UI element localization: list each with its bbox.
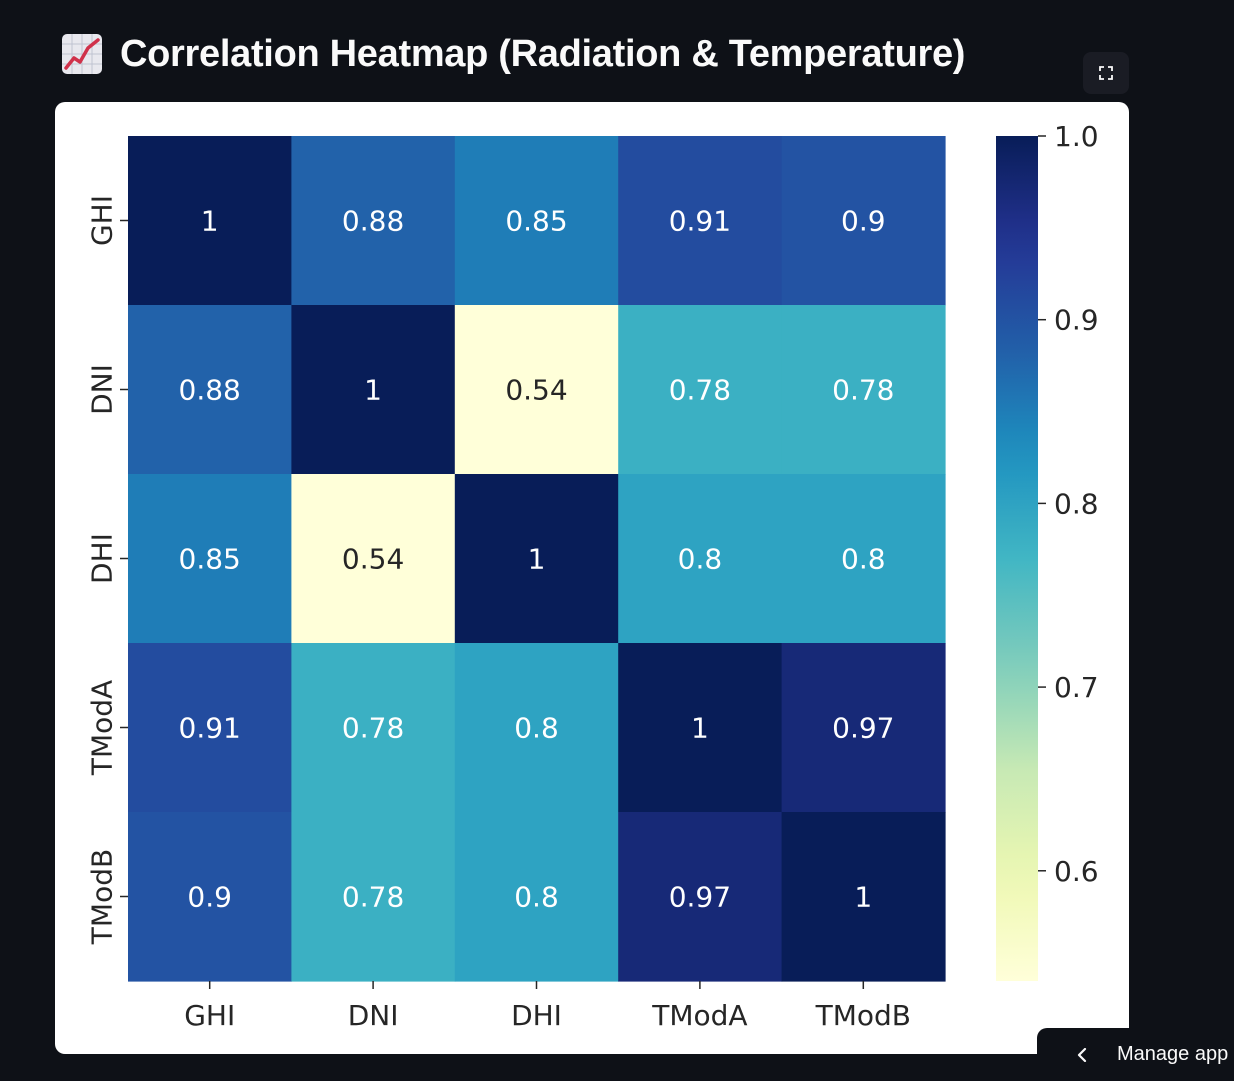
cell-value-label: 0.9 — [841, 205, 886, 238]
heatmap-cell — [454, 643, 619, 813]
chart-increasing-icon — [62, 34, 102, 74]
cell-value-label: 0.8 — [841, 543, 886, 576]
cell-value-label: 0.97 — [669, 881, 731, 914]
cell-value-label: 1 — [364, 374, 382, 407]
cell-value-label: 0.8 — [514, 881, 559, 914]
cell-value-label: 1 — [528, 543, 546, 576]
heatmap-cell — [291, 136, 456, 306]
heatmap-cell — [781, 474, 946, 644]
colorbar-tick-label: 0.6 — [1054, 855, 1099, 888]
y-tick-label: DNI — [86, 364, 119, 415]
page-title: Correlation Heatmap (Radiation & Tempera… — [120, 32, 966, 75]
heatmap-cell — [781, 305, 946, 475]
colorbar-tick-label: 0.9 — [1054, 304, 1099, 337]
cell-value-label: 0.85 — [179, 543, 241, 576]
heatmap-cell — [128, 474, 292, 644]
heatmap-cell — [454, 812, 619, 982]
x-tick-label: DHI — [511, 999, 562, 1032]
colorbar-tick-label: 0.7 — [1054, 671, 1099, 704]
cell-value-label: 0.78 — [342, 881, 404, 914]
heatmap-cell — [618, 812, 783, 982]
heatmap-cell — [781, 136, 946, 306]
heatmap-cell — [454, 136, 619, 306]
correlation-heatmap: 1 0.88 0.85 0.91 0.90.88 1 0.54 0.78 0.780.85 0.5… — [86, 120, 1099, 1032]
cell-value-label: 0.91 — [669, 205, 731, 238]
cell-value-label: 1 — [201, 205, 219, 238]
cell-value-label: 0.8 — [514, 712, 559, 745]
cell-value-label: 0.9 — [187, 881, 232, 914]
manage-app-button[interactable]: Manage app — [1037, 1028, 1234, 1081]
y-tick-label: TModA — [86, 680, 119, 776]
cell-value-label: 0.54 — [342, 543, 404, 576]
cell-value-label: 0.85 — [505, 205, 567, 238]
cell-value-label: 0.97 — [832, 712, 894, 745]
y-tick-label: GHI — [86, 195, 119, 246]
x-tick-label: GHI — [184, 999, 235, 1032]
heatmap-cell — [454, 474, 619, 644]
heatmap-cell — [781, 812, 946, 982]
cell-value-label: 0.78 — [342, 712, 404, 745]
cell-value-label: 0.91 — [179, 712, 241, 745]
heatmap-cell — [128, 812, 292, 982]
fullscreen-button[interactable] — [1083, 52, 1129, 94]
heatmap-cell — [618, 136, 783, 306]
heatmap-cell — [128, 305, 292, 475]
manage-app-label: Manage app — [1117, 1043, 1229, 1065]
y-tick-label: TModB — [86, 849, 119, 945]
heatmap-cell — [618, 643, 783, 813]
heatmap-cell — [291, 305, 456, 475]
heatmap-cell — [291, 643, 456, 813]
heatmap-cell — [291, 474, 456, 644]
heatmap-cell — [128, 136, 292, 306]
cell-value-label: 0.78 — [669, 374, 731, 407]
cell-value-label: 1 — [854, 881, 872, 914]
cell-value-label: 1 — [691, 712, 709, 745]
heatmap-cell — [128, 643, 292, 813]
colorbar-tick-label: 1.0 — [1054, 120, 1099, 153]
cell-value-label: 0.88 — [179, 374, 241, 407]
cell-value-label: 0.78 — [832, 374, 894, 407]
cell-value-label: 0.54 — [505, 374, 567, 407]
heatmap-chart-card: 1 0.88 0.85 0.91 0.9 0.88 1 0.54 0.78 0.78 0.85 0.5… — [55, 102, 1129, 1054]
heatmap-cell — [781, 643, 946, 813]
fullscreen-icon — [1099, 66, 1113, 80]
heatmap-cell — [618, 305, 783, 475]
cell-value-label: 0.88 — [342, 205, 404, 238]
y-tick-label: DHI — [86, 533, 119, 584]
heatmap-cell — [291, 812, 456, 982]
x-tick-label: TModB — [815, 999, 911, 1032]
colorbar — [996, 136, 1038, 981]
heatmap-cell — [454, 305, 619, 475]
heatmap-cell — [618, 474, 783, 644]
x-tick-label: TModA — [651, 999, 747, 1032]
colorbar-tick-label: 0.8 — [1054, 487, 1099, 520]
cell-value-label: 0.8 — [678, 543, 723, 576]
page-header: Correlation Heatmap (Radiation & Tempera… — [60, 28, 965, 80]
chevron-left-icon — [1077, 1047, 1087, 1062]
x-tick-label: DNI — [348, 999, 399, 1032]
